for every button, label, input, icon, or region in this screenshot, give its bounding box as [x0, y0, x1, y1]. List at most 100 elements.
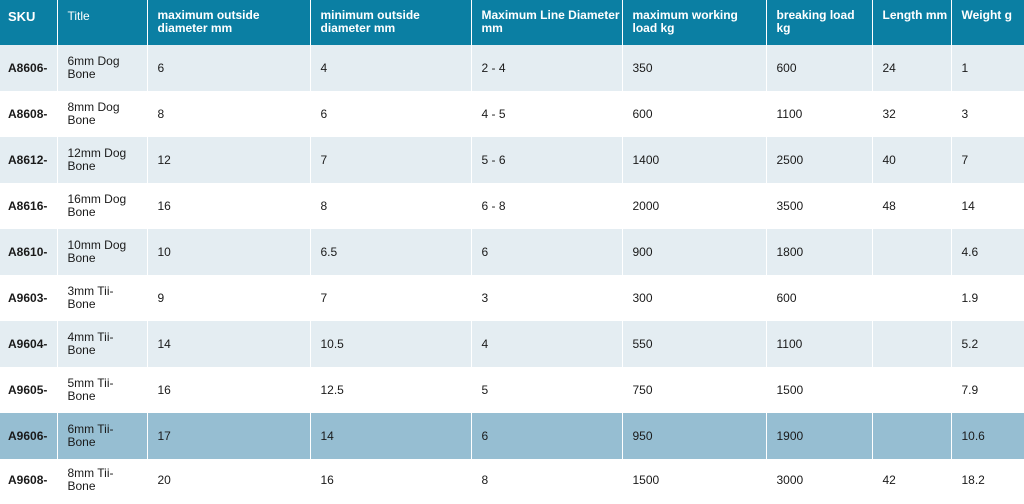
title-cell: 8mm Tii-Bone	[57, 459, 148, 501]
title-cell: 4mm Tii-Bone	[57, 321, 148, 367]
max-line-diameter-cell: 6	[471, 413, 623, 459]
column-header-breaking-load[interactable]: breaking load kg	[766, 0, 873, 45]
max-outside-diameter-cell: 9	[147, 275, 311, 321]
breaking-load-cell: 2500	[766, 137, 873, 183]
product-title-text: 4mm Tii-Bone	[67, 330, 114, 357]
weight-cell: 14	[951, 183, 1024, 229]
min-outside-diameter-cell: 6	[310, 91, 472, 137]
length-cell	[872, 229, 952, 275]
max-outside-diameter-cell: 6	[147, 45, 311, 91]
length-cell: 42	[872, 459, 952, 501]
max-line-diameter-cell: 5	[471, 367, 623, 413]
weight-cell: 4.6	[951, 229, 1024, 275]
max-working-load-cell: 350	[622, 45, 767, 91]
min-outside-diameter-cell: 12.5	[310, 367, 472, 413]
table-row[interactable]: A9604- 4mm Tii-Bone 14 10.5 4 550 1100 5.2	[0, 321, 1024, 367]
max-line-diameter-cell: 4 - 5	[471, 91, 623, 137]
breaking-load-cell: 1800	[766, 229, 873, 275]
min-outside-diameter-cell: 14	[310, 413, 472, 459]
max-outside-diameter-cell: 8	[147, 91, 311, 137]
product-title-text: 8mm Dog Bone	[67, 100, 120, 127]
max-outside-diameter-cell: 12	[147, 137, 311, 183]
breaking-load-cell: 600	[766, 45, 873, 91]
max-line-diameter-cell: 6	[471, 229, 623, 275]
table-row[interactable]: A8616- 16mm Dog Bone 16 8 6 - 8 2000 3500 48 14	[0, 183, 1024, 229]
length-cell	[872, 413, 952, 459]
max-working-load-cell: 1400	[622, 137, 767, 183]
breaking-load-cell: 1500	[766, 367, 873, 413]
max-working-load-cell: 750	[622, 367, 767, 413]
max-working-load-cell: 300	[622, 275, 767, 321]
table-row[interactable]: A9608- 8mm Tii-Bone 20 16 8 1500 3000 42 18.2	[0, 459, 1024, 501]
breaking-load-cell: 600	[766, 275, 873, 321]
min-outside-diameter-cell: 16	[310, 459, 472, 501]
sku-cell: A8608-	[0, 91, 58, 137]
breaking-load-cell: 3500	[766, 183, 873, 229]
min-outside-diameter-cell: 6.5	[310, 229, 472, 275]
min-outside-diameter-cell: 7	[310, 137, 472, 183]
max-outside-diameter-cell: 17	[147, 413, 311, 459]
product-title-text: 10mm Dog Bone	[67, 238, 127, 265]
table-row[interactable]: A8610- 10mm Dog Bone 10 6.5 6 900 1800 4.6	[0, 229, 1024, 275]
column-header-max-working-load[interactable]: maximum working load kg	[622, 0, 767, 45]
table-row[interactable]: A9605- 5mm Tii-Bone 16 12.5 5 750 1500 7.9	[0, 367, 1024, 413]
title-cell: 16mm Dog Bone	[57, 183, 148, 229]
min-outside-diameter-cell: 4	[310, 45, 472, 91]
sku-cell: A8606-	[0, 45, 58, 91]
title-cell: 6mm Tii-Bone	[57, 413, 148, 459]
min-outside-diameter-cell: 8	[310, 183, 472, 229]
title-cell: 10mm Dog Bone	[57, 229, 148, 275]
weight-cell: 7.9	[951, 367, 1024, 413]
length-cell	[872, 367, 952, 413]
max-line-diameter-cell: 5 - 6	[471, 137, 623, 183]
max-working-load-cell: 900	[622, 229, 767, 275]
table-row[interactable]: A8606- 6mm Dog Bone 6 4 2 - 4 350 600 24 1	[0, 45, 1024, 91]
column-header-title[interactable]: Title	[57, 0, 148, 45]
table-row[interactable]: A8612- 12mm Dog Bone 12 7 5 - 6 1400 2500 40 7	[0, 137, 1024, 183]
table-row[interactable]: A8608- 8mm Dog Bone 8 6 4 - 5 600 1100 32 3	[0, 91, 1024, 137]
sku-cell: A9604-	[0, 321, 58, 367]
max-working-load-cell: 2000	[622, 183, 767, 229]
table-row[interactable]: A9603- 3mm Tii-Bone 9 7 3 300 600 1.9	[0, 275, 1024, 321]
min-outside-diameter-cell: 7	[310, 275, 472, 321]
product-title-text: 6mm Dog Bone	[67, 54, 120, 81]
length-cell: 48	[872, 183, 952, 229]
product-title-text: 12mm Dog Bone	[67, 146, 127, 173]
max-working-load-cell: 1500	[622, 459, 767, 501]
max-working-load-cell: 600	[622, 91, 767, 137]
max-line-diameter-cell: 6 - 8	[471, 183, 623, 229]
weight-cell: 1	[951, 45, 1024, 91]
title-cell: 3mm Tii-Bone	[57, 275, 148, 321]
column-header-sku[interactable]: SKU	[0, 0, 58, 45]
product-title-text: 3mm Tii-Bone	[67, 284, 114, 311]
product-title-text: 16mm Dog Bone	[67, 192, 127, 219]
weight-cell: 3	[951, 91, 1024, 137]
column-header-weight[interactable]: Weight g	[951, 0, 1024, 45]
breaking-load-cell: 1900	[766, 413, 873, 459]
weight-cell: 7	[951, 137, 1024, 183]
sku-cell: A9608-	[0, 459, 58, 501]
max-outside-diameter-cell: 14	[147, 321, 311, 367]
length-cell: 24	[872, 45, 952, 91]
sku-cell: A8616-	[0, 183, 58, 229]
min-outside-diameter-cell: 10.5	[310, 321, 472, 367]
max-outside-diameter-cell: 10	[147, 229, 311, 275]
title-cell: 8mm Dog Bone	[57, 91, 148, 137]
column-header-max-outside-diameter[interactable]: maximum outside diameter mm	[147, 0, 311, 45]
max-outside-diameter-cell: 16	[147, 367, 311, 413]
max-line-diameter-cell: 4	[471, 321, 623, 367]
breaking-load-cell: 1100	[766, 321, 873, 367]
product-title-text: 5mm Tii-Bone	[67, 376, 114, 403]
max-line-diameter-cell: 3	[471, 275, 623, 321]
column-header-length[interactable]: Length mm	[872, 0, 952, 45]
column-header-min-outside-diameter[interactable]: minimum outside diameter mm	[310, 0, 472, 45]
sku-cell: A9606-	[0, 413, 58, 459]
sku-cell: A8612-	[0, 137, 58, 183]
weight-cell: 18.2	[951, 459, 1024, 501]
table-row[interactable]: A9606- 6mm Tii-Bone 17 14 6 950 1900 10.6	[0, 413, 1024, 459]
length-cell	[872, 275, 952, 321]
column-header-max-line-diameter[interactable]: Maximum Line Diameter mm	[471, 0, 623, 45]
header-row: SKU Title maximum outside diameter mm mi…	[0, 0, 1024, 45]
product-title-text: 8mm Tii-Bone	[67, 466, 114, 493]
